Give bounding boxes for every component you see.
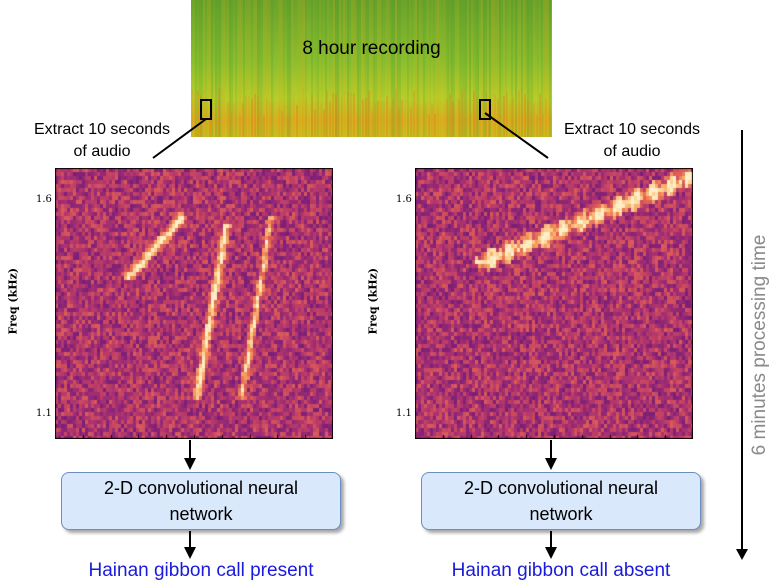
extract-label-right-line1: Extract 10 seconds xyxy=(563,121,701,138)
connector-line-left xyxy=(152,118,207,159)
arrowhead-right-1 xyxy=(545,458,557,470)
ylabel-left: Freq (kHz) xyxy=(6,267,20,335)
arrowhead-left-1 xyxy=(184,458,196,470)
cnn-box-right: 2-D convolutional neural network xyxy=(421,472,701,530)
tick-label-1.1-right: 1.1 xyxy=(396,408,412,419)
extract-label-right: Extract 10 seconds of audio xyxy=(552,119,712,163)
ylabel-right: Freq (kHz) xyxy=(366,267,380,335)
arrowhead-left-2 xyxy=(184,547,196,559)
connector-line-right xyxy=(484,112,549,159)
tick-label-1.6-left: 1.6 xyxy=(36,194,52,205)
tick-label-1.6-right: 1.6 xyxy=(396,194,412,205)
timeline-arrowhead xyxy=(736,549,748,560)
processing-time-label: 6 minutes processing time xyxy=(749,234,770,456)
arrowhead-right-2 xyxy=(545,547,557,559)
result-present: Hainan gibbon call present xyxy=(88,560,314,581)
extract-label-right-line2: of audio xyxy=(603,143,661,160)
cnn-box-left: 2-D convolutional neural network xyxy=(61,472,341,530)
spectrogram-call-absent xyxy=(415,168,693,439)
extract-window-right xyxy=(479,99,491,120)
extract-label-left: Extract 10 seconds of audio xyxy=(22,119,182,163)
recording-spectrogram xyxy=(191,0,552,137)
extract-label-left-line1: Extract 10 seconds xyxy=(33,121,171,138)
extract-label-left-line2: of audio xyxy=(73,143,131,160)
cnn-label-left: 2-D convolutional neural network xyxy=(103,478,299,524)
cnn-label-right: 2-D convolutional neural network xyxy=(463,478,659,524)
recording-label: 8 hour recording xyxy=(302,38,441,59)
extract-window-left xyxy=(200,99,212,120)
spectrogram-call-present xyxy=(55,168,333,439)
result-absent: Hainan gibbon call absent xyxy=(451,560,671,581)
tick-label-1.1-left: 1.1 xyxy=(36,408,52,419)
